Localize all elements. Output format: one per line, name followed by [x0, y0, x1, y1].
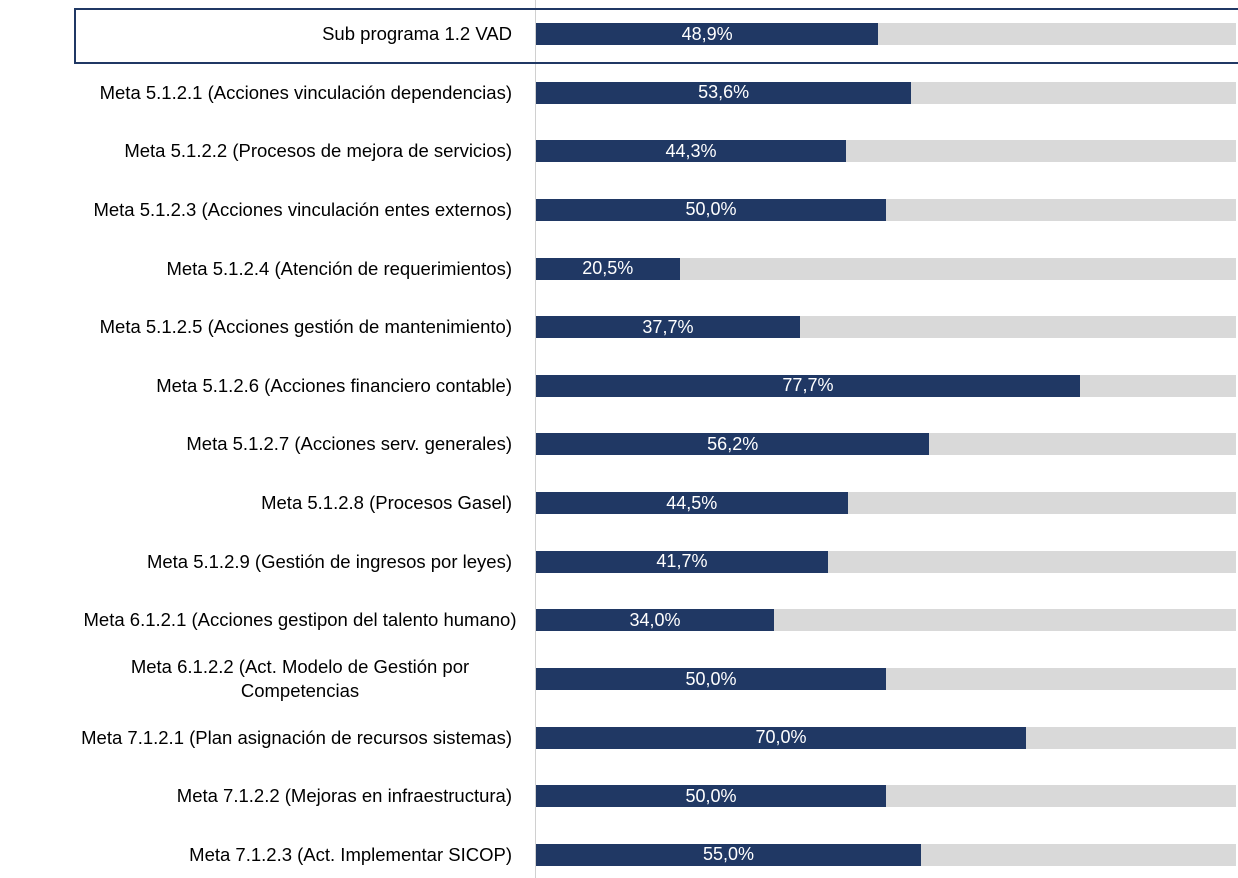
bar — [536, 843, 921, 866]
category-label: Meta 5.1.2.3 (Acciones vinculación entes… — [93, 198, 512, 220]
bar-track — [536, 257, 1236, 280]
bar — [536, 257, 680, 280]
bar — [536, 668, 886, 691]
value-label: 53,6% — [698, 82, 750, 103]
value-label: 41,7% — [656, 551, 708, 572]
category-label: Meta 7.1.2.3 (Act. Implementar SICOP) — [189, 843, 512, 865]
bar — [536, 550, 828, 573]
category-label: Meta 6.1.2.2 (Act. Modelo de Gestión por… — [130, 656, 470, 702]
bar — [536, 140, 847, 163]
category-label: Meta 5.1.2.9 (Gestión de ingresos por le… — [146, 550, 512, 572]
category-label: Meta 5.1.2.2 (Procesos de mejora de serv… — [124, 140, 512, 162]
value-label: 70,0% — [755, 727, 807, 748]
bar — [536, 374, 1080, 397]
value-label: 48,9% — [681, 23, 733, 44]
category-label: Meta 5.1.2.1 (Acciones vinculación depen… — [99, 81, 512, 103]
bar — [536, 198, 886, 221]
value-label: 50,0% — [685, 785, 737, 806]
value-label: 55,0% — [702, 844, 755, 865]
highlight-box — [74, 8, 1238, 64]
category-label: Meta 6.1.2.1 (Acciones gestipon del tale… — [83, 609, 517, 631]
value-label: 44,3% — [665, 140, 717, 161]
category-label: Meta 5.1.2.5 (Acciones gestión de manten… — [99, 316, 512, 338]
value-label: 50,0% — [685, 668, 737, 689]
bar — [536, 609, 774, 632]
bar — [536, 492, 848, 515]
category-label: Meta 7.1.2.1 (Plan asignación de recurso… — [81, 726, 512, 748]
value-label: 77,7% — [782, 375, 834, 396]
bar — [536, 785, 886, 808]
category-label: Sub programa 1.2 VAD — [322, 23, 512, 44]
bar — [536, 23, 879, 45]
category-label: Meta 5.1.2.7 (Acciones serv. generales) — [186, 433, 512, 455]
value-label: 50,0% — [685, 199, 737, 220]
category-label: Meta 5.1.2.6 (Acciones financiero contab… — [156, 374, 512, 396]
bar — [536, 726, 1026, 749]
axis-line — [535, 0, 536, 878]
category-label: Meta 5.1.2.8 (Procesos Gasel) — [261, 492, 512, 514]
bar — [536, 81, 912, 104]
value-label: 37,7% — [642, 316, 694, 337]
bar — [536, 316, 800, 339]
value-label: 20,5% — [582, 258, 634, 279]
bar — [536, 433, 930, 456]
value-label: 44,5% — [666, 492, 718, 513]
category-label: Meta 7.1.2.2 (Mejoras en infraestructura… — [176, 785, 512, 807]
value-label: 34,0% — [629, 609, 681, 630]
category-label: Meta 5.1.2.4 (Atención de requerimientos… — [166, 257, 512, 279]
value-label: 56,2% — [707, 433, 759, 454]
